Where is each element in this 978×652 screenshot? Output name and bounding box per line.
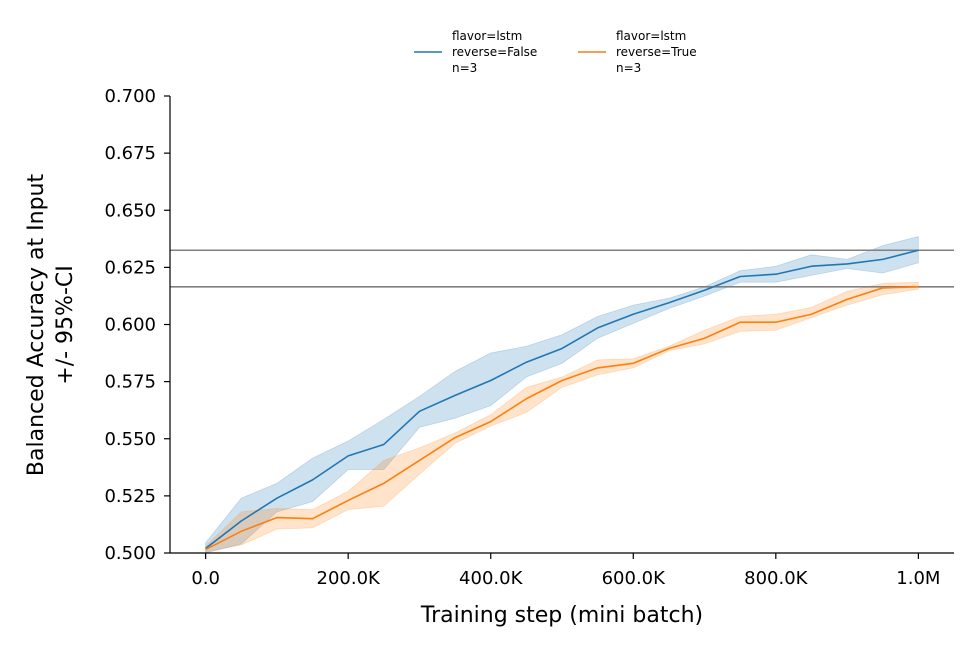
- reference-lines: [170, 249, 954, 288]
- legend-label-2: flavor=lstm: [616, 29, 686, 43]
- y-tick-label: 0.600: [104, 315, 156, 336]
- y-tick-label: 0.550: [104, 429, 156, 450]
- y-ticks: 0.500 0.525 0.550 0.575 0.600 0.625 0.650 0.675…: [104, 86, 170, 564]
- legend-label-2: reverse=True: [616, 45, 697, 59]
- ci-band-series-1: [205, 236, 919, 554]
- y-tick-label: 0.625: [104, 257, 156, 278]
- y-tick-label: 0.575: [104, 372, 156, 393]
- legend-label-2: n=3: [616, 61, 641, 75]
- x-tick-label: 1.0M: [896, 568, 940, 589]
- y-axis-title-line-2: +/- 95%-CI: [53, 265, 78, 384]
- x-tick-label: 400.0K: [459, 568, 524, 589]
- x-tick-label: 0.0: [191, 568, 220, 589]
- legend: flavor=lstm reverse=False n=3 flavor=lstm re…: [414, 29, 697, 75]
- legend-label-1: reverse=False: [452, 45, 537, 59]
- series-lines: [205, 249, 919, 551]
- y-tick-label: 0.675: [104, 143, 156, 164]
- x-tick-label: 800.0K: [744, 568, 809, 589]
- ci-bands: [205, 236, 919, 554]
- y-tick-label: 0.700: [104, 86, 156, 107]
- y-tick-label: 0.525: [104, 486, 156, 507]
- y-tick-label: 0.500: [104, 543, 156, 564]
- legend-label-1: flavor=lstm: [452, 29, 522, 43]
- series-line-2: [205, 286, 919, 551]
- y-tick-label: 0.650: [104, 200, 156, 221]
- x-ticks: 0.0 200.0K 400.0K 600.0K 800.0K 1.0M: [191, 553, 940, 589]
- ci-band-series-2: [205, 281, 919, 553]
- legend-label-1: n=3: [452, 61, 477, 75]
- x-tick-label: 600.0K: [602, 568, 667, 589]
- x-axis-title: Training step (mini batch): [420, 603, 703, 628]
- series-line-1: [205, 249, 919, 550]
- y-axis-title-line-1: Balanced Accuracy at Input: [24, 174, 49, 477]
- x-tick-label: 200.0K: [317, 568, 382, 589]
